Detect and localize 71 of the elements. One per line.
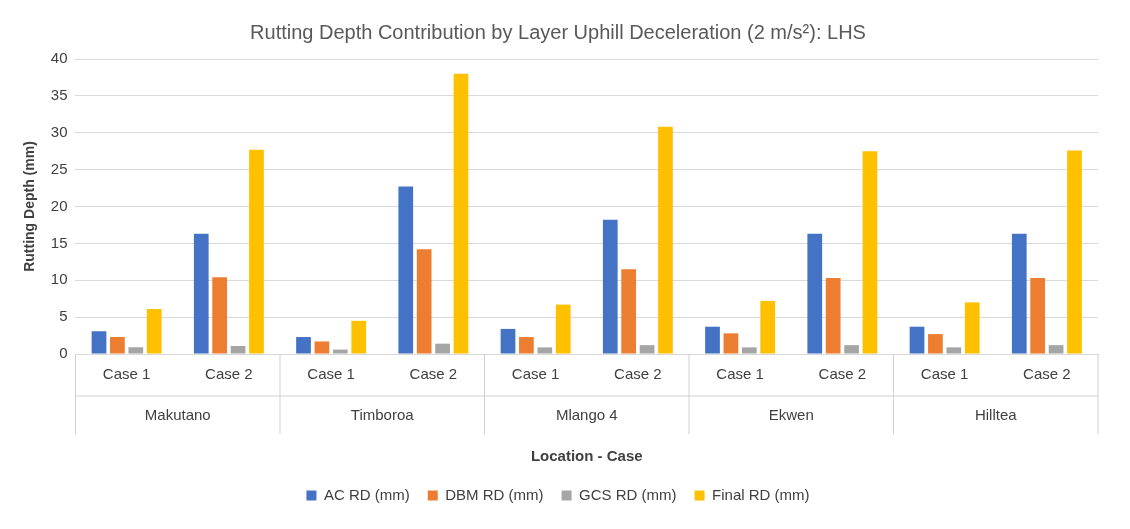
y-tick-label: 20 <box>50 196 68 214</box>
bar <box>416 249 432 354</box>
chart-title: Rutting Depth Contribution by Layer Uphill Deceleration (2 m/s²): LHS <box>250 20 866 43</box>
bar <box>658 126 673 354</box>
bar <box>964 302 980 354</box>
legend-label: AC RD (mm) <box>323 485 410 503</box>
bar <box>555 304 571 354</box>
y-tick-label: 35 <box>50 86 68 104</box>
bar <box>621 269 637 354</box>
text: Hilltea <box>974 406 1018 424</box>
text: Ekwen <box>768 406 814 424</box>
bar <box>249 149 264 354</box>
bar <box>398 186 414 354</box>
bar <box>639 345 655 354</box>
bar <box>519 337 534 354</box>
bar <box>909 326 925 354</box>
bar <box>351 320 367 354</box>
bar <box>91 331 107 354</box>
bar <box>453 73 469 354</box>
bar <box>741 347 757 354</box>
bar <box>1067 150 1082 354</box>
bar <box>314 341 330 354</box>
bar <box>537 347 553 354</box>
bar <box>1048 345 1064 354</box>
bar <box>602 219 618 354</box>
bar <box>844 345 859 354</box>
y-tick-label: 30 <box>50 122 68 140</box>
legend-label: GCS RD (mm) <box>579 485 677 503</box>
bar <box>1011 233 1027 354</box>
bar <box>807 233 823 354</box>
legend-label: DBM RD (mm) <box>445 485 544 503</box>
x-tick-label: Case 2 <box>1023 365 1071 383</box>
bar <box>146 309 162 354</box>
bar <box>128 347 144 354</box>
bar <box>332 349 348 354</box>
y-tick-label: 5 <box>59 307 68 325</box>
bar <box>760 300 776 354</box>
x-tick-label: Case 1 <box>307 365 355 383</box>
y-axis-title: Rutting Depth (mm) <box>21 141 38 272</box>
text: Mlango 4 <box>555 406 618 424</box>
bar <box>230 345 246 354</box>
x-tick-label: Case 1 <box>102 365 151 383</box>
x-tick-label: Case 1 <box>716 365 764 383</box>
x-axis-title: Location - Case <box>530 447 643 465</box>
bar <box>825 278 841 354</box>
bar <box>500 328 516 354</box>
text: Timboroa <box>350 406 415 424</box>
bar <box>296 337 311 354</box>
bar <box>193 233 209 354</box>
legend-label: Final RD (mm) <box>712 485 810 503</box>
bar <box>862 151 878 354</box>
bar <box>1030 278 1046 354</box>
bar <box>946 347 962 354</box>
bar <box>723 333 739 354</box>
text: Makutano <box>144 406 211 424</box>
x-tick-label: Case 2 <box>818 365 867 383</box>
y-tick-label: 0 <box>59 344 68 362</box>
y-tick-label: 10 <box>50 270 68 288</box>
x-tick-label: Case 2 <box>205 365 253 383</box>
bar <box>212 277 228 354</box>
bar <box>928 334 943 354</box>
x-tick-label: Case 1 <box>511 365 560 383</box>
y-tick-label: 25 <box>50 159 68 177</box>
bar <box>435 343 450 354</box>
x-tick-label: Case 1 <box>920 365 969 383</box>
bar <box>110 337 125 354</box>
bar <box>705 326 720 354</box>
x-tick-label: Case 2 <box>409 365 458 383</box>
y-tick-label: 40 <box>50 49 68 67</box>
y-tick-label: 15 <box>50 233 68 251</box>
x-tick-label: Case 2 <box>614 365 662 383</box>
